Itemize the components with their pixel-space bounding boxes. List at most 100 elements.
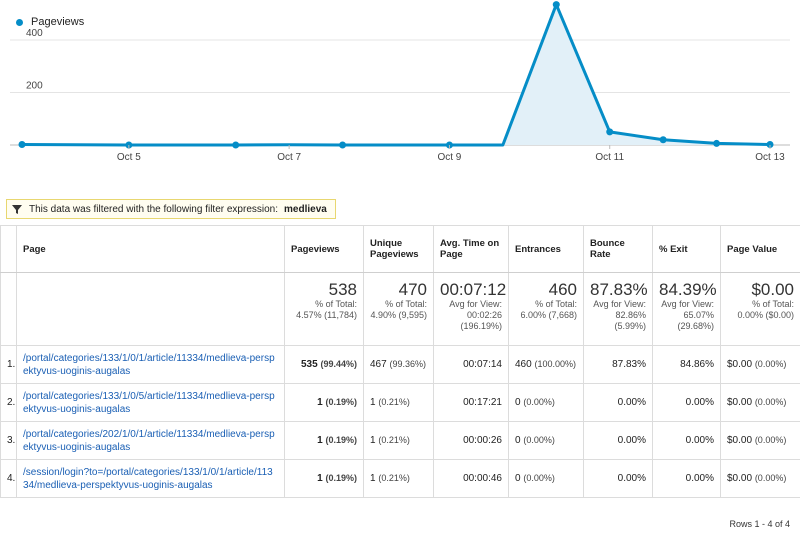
totals-exit: 84.39% Avg for View: 65.07% (29.68%): [652, 272, 721, 346]
row-unique-value: 1: [370, 473, 376, 484]
header-avgtime[interactable]: Avg. Time on Page: [433, 225, 509, 273]
row-value-value: $0.00: [727, 397, 753, 408]
header-value[interactable]: Page Value: [720, 225, 800, 273]
rows-info: Rows 1 - 4 of 4: [729, 519, 790, 529]
page-link[interactable]: /session/login?to=/portal/categories/133…: [23, 466, 273, 491]
row-exit: 0.00%: [652, 421, 721, 460]
row-bounce: 87.83%: [583, 345, 653, 384]
row-entrances: 0 (0.00%): [508, 459, 584, 498]
totals-unique-sub2: 4.90% (9,595): [370, 310, 427, 320]
row-value-pct: (0.00%): [754, 359, 787, 369]
row-pageviews-value: 1: [317, 473, 323, 484]
row-pageviews-value: 535: [301, 359, 318, 370]
totals-bounce-sub2: 82.86%: [615, 310, 646, 320]
row-index: 1.: [0, 345, 17, 384]
row-page-cell: /session/login?to=/portal/categories/133…: [16, 459, 285, 498]
totals-avgtime-sub2: 00:02:26: [466, 310, 502, 320]
header-exit-label: % Exit: [659, 243, 688, 255]
data-point: [713, 139, 721, 147]
header-entrances[interactable]: Entrances: [508, 225, 584, 273]
header-page[interactable]: Page: [16, 225, 285, 273]
row-entrances-pct: (0.00%): [523, 435, 555, 445]
row-value: $0.00 (0.00%): [720, 383, 800, 422]
row-avgtime: 00:17:21: [433, 383, 509, 422]
row-entrances-pct: (100.00%): [534, 359, 576, 369]
header-unique[interactable]: Unique Pageviews: [363, 225, 434, 273]
row-index: 4.: [0, 459, 17, 498]
totals-pageviews-sub2: 4.57% (11,784): [296, 310, 357, 320]
chart-svg: 200 400 Oct 5 Oct 7 Oct 9 Oct 11 Oct 13: [10, 1, 790, 163]
row-pageviews: 1 (0.19%): [284, 421, 364, 460]
x-tick-label: Oct 5: [117, 152, 141, 163]
totals-pageviews-sub1: % of Total:: [315, 299, 357, 309]
totals-bounce: 87.83% Avg for View: 82.86% (5.99%): [583, 272, 653, 346]
row-unique: 1 (0.21%): [363, 421, 434, 460]
row-pageviews-pct: (0.19%): [325, 397, 357, 407]
row-pageviews-pct: (99.44%): [320, 359, 357, 369]
row-index: 3.: [0, 421, 17, 460]
totals-pageviews: 538 % of Total: 4.57% (11,784): [284, 272, 364, 346]
row-avgtime: 00:07:14: [433, 345, 509, 384]
page-link[interactable]: /portal/categories/133/1/0/5/article/113…: [23, 390, 275, 415]
row-entrances-value: 0: [515, 473, 521, 484]
row-unique: 1 (0.21%): [363, 383, 434, 422]
header-gutter: [0, 225, 17, 273]
header-pageviews-label: Pageviews: [291, 243, 340, 255]
row-bounce: 0.00%: [583, 421, 653, 460]
row-entrances: 0 (0.00%): [508, 421, 584, 460]
row-pageviews: 535 (99.44%): [284, 345, 364, 384]
totals-avgtime-sub3: (196.19%): [460, 321, 502, 331]
filter-text: This data was filtered with the followin…: [29, 203, 279, 215]
totals-avgtime-sub1: Avg for View:: [449, 299, 502, 309]
row-bounce: 0.00%: [583, 459, 653, 498]
table-row: 1./portal/categories/133/1/0/1/article/1…: [0, 345, 800, 384]
row-unique-pct: (0.21%): [378, 435, 410, 445]
row-unique-value: 467: [370, 359, 387, 370]
totals-value: $0.00 % of Total: 0.00% ($0.00): [720, 272, 800, 346]
totals-pageviews-value: 538: [328, 280, 357, 299]
row-pageviews: 1 (0.19%): [284, 383, 364, 422]
table-row: 4./session/login?to=/portal/categories/1…: [0, 459, 800, 498]
totals-bounce-sub3: (5.99%): [614, 321, 646, 331]
row-value-pct: (0.00%): [754, 473, 787, 483]
row-unique-pct: (99.36%): [389, 359, 426, 369]
row-unique-value: 1: [370, 435, 376, 446]
header-exit[interactable]: % Exit: [652, 225, 721, 273]
row-entrances-pct: (0.00%): [523, 397, 555, 407]
totals-bounce-sub1: Avg for View:: [593, 299, 646, 309]
totals-value-sub2: 0.00% ($0.00): [737, 310, 794, 320]
data-point: [552, 1, 560, 9]
report-table: Page Pageviews Unique Pageviews Avg. Tim…: [0, 225, 800, 498]
totals-avgtime: 00:07:12 Avg for View: 00:02:26 (196.19%…: [433, 272, 509, 346]
header-entrances-label: Entrances: [515, 243, 561, 255]
data-point: [232, 141, 240, 149]
header-bounce[interactable]: Bounce Rate: [583, 225, 653, 273]
row-value-value: $0.00: [727, 435, 753, 446]
page-link[interactable]: /portal/categories/202/1/0/1/article/113…: [23, 428, 275, 453]
row-value: $0.00 (0.00%): [720, 345, 800, 384]
row-value-pct: (0.00%): [754, 435, 787, 445]
header-pageviews[interactable]: Pageviews: [284, 225, 364, 273]
x-tick-label: Oct 7: [277, 152, 301, 163]
chart-legend[interactable]: Pageviews: [16, 16, 84, 28]
row-value-value: $0.00: [727, 473, 753, 484]
row-value-pct: (0.00%): [754, 397, 787, 407]
totals-unique-sub1: % of Total:: [385, 299, 427, 309]
totals-value-value: $0.00: [751, 280, 794, 299]
filter-expression: medlieva: [284, 203, 327, 215]
row-entrances-pct: (0.00%): [523, 473, 555, 483]
row-value: $0.00 (0.00%): [720, 459, 800, 498]
row-pageviews-pct: (0.19%): [325, 435, 357, 445]
totals-entrances-sub2: 6.00% (7,668): [520, 310, 577, 320]
row-unique-pct: (0.21%): [378, 473, 410, 483]
row-pageviews-value: 1: [317, 397, 323, 408]
page-link[interactable]: /portal/categories/133/1/0/1/article/113…: [23, 352, 275, 377]
header-avgtime-label: Avg. Time on Page: [440, 238, 500, 260]
row-index: 2.: [0, 383, 17, 422]
x-tick-label: Oct 11: [595, 152, 624, 163]
totals-entrances-sub1: % of Total:: [535, 299, 577, 309]
series-line: [21, 3, 771, 147]
pageviews-chart: Pageviews 200 400 Oct 5 Oct 7 Oct 9 Oct 11 Oct…: [0, 0, 800, 190]
data-point: [18, 140, 26, 148]
y-tick-label: 200: [26, 81, 43, 92]
